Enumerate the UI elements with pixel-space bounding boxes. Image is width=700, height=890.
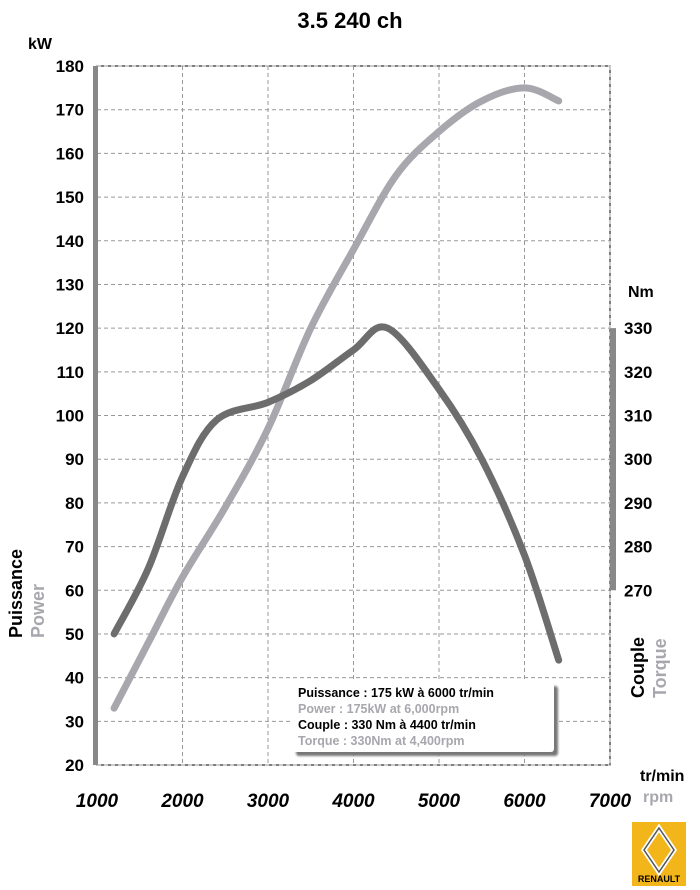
x-tick-label: 6000 [503,791,546,812]
y-tick-label-right: 310 [624,407,652,426]
x-unit-en: rpm [643,789,674,806]
legend-torque-en: Torque : 330Nm at 4,400rpm [298,734,465,748]
y-tick-label-right: 300 [624,450,652,469]
y-tick-label-left: 130 [56,275,84,294]
y-tick-label-left: 60 [65,581,84,600]
legend-power-en: Power : 175kW at 6,000rpm [298,702,460,716]
y-tick-label-left: 40 [65,669,84,688]
y-tick-label-left: 150 [56,188,84,207]
x-tick-label: 1000 [76,791,119,812]
right-axis-bar [610,328,616,591]
x-tick-label: 5000 [418,791,461,812]
chart-title: 3.5 240 ch [297,8,403,33]
left-unit: kW [28,36,52,53]
y-tick-label-left: 80 [65,494,84,513]
y-tick-label-left: 90 [65,450,84,469]
x-unit-fr: tr/min [640,768,685,785]
x-tick-label: 7000 [589,791,632,812]
power-curve [110,84,563,712]
x-tick-label: 2000 [160,791,204,812]
y-tick-label-left: 70 [65,538,84,557]
y-tick-label-left: 140 [56,232,84,251]
x-tick-label: 4000 [331,791,375,812]
logo-text: RENAULT [637,874,681,884]
legend-power-fr: Puissance : 175 kW à 6000 tr/min [298,686,494,700]
torque-curve [110,323,563,664]
y-tick-label-left: 20 [65,756,84,775]
right-unit: Nm [628,284,654,301]
y-tick-label-right: 270 [624,581,652,600]
legend: Puissance : 175 kW à 6000 tr/min Power :… [292,682,554,752]
x-tick-label: 3000 [247,791,290,812]
y-tick-label-right: 290 [624,494,652,513]
y-tick-label-right: 330 [624,319,652,338]
left-axis-bar [93,66,98,765]
y-tick-label-left: 100 [56,407,84,426]
y-tick-label-left: 170 [56,101,84,120]
y-tick-label-left: 160 [56,144,84,163]
y-tick-label-right: 280 [624,538,652,557]
y-tick-label-left: 30 [65,712,84,731]
renault-diamond-icon [640,823,678,877]
legend-torque-fr: Couple : 330 Nm à 4400 tr/min [298,718,476,732]
y-tick-label-left: 120 [56,319,84,338]
y-tick-label-right: 320 [624,363,652,382]
y-tick-label-left: 180 [56,57,84,76]
y-tick-label-left: 50 [65,625,84,644]
y-tick-label-left: 110 [57,363,84,382]
renault-logo: RENAULT [632,822,686,886]
